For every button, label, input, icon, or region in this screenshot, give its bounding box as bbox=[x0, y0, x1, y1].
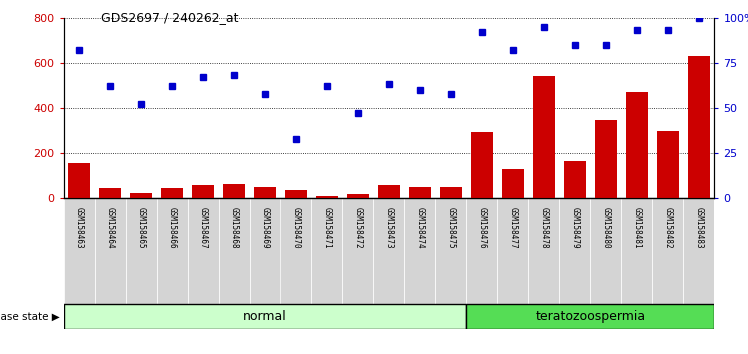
Text: GSM158467: GSM158467 bbox=[198, 207, 207, 249]
Bar bbox=[435, 198, 467, 304]
Bar bbox=[68, 163, 90, 198]
Text: GSM158476: GSM158476 bbox=[477, 207, 486, 249]
Bar bbox=[471, 132, 493, 198]
Bar bbox=[467, 198, 497, 304]
Bar bbox=[497, 198, 528, 304]
Text: normal: normal bbox=[243, 310, 287, 323]
Text: GSM158471: GSM158471 bbox=[322, 207, 331, 249]
Bar bbox=[652, 198, 684, 304]
Text: GSM158480: GSM158480 bbox=[601, 207, 610, 249]
Bar bbox=[64, 198, 94, 304]
Bar bbox=[528, 198, 560, 304]
Bar bbox=[285, 190, 307, 198]
Text: GSM158475: GSM158475 bbox=[447, 207, 456, 249]
Bar bbox=[502, 169, 524, 198]
Bar bbox=[254, 187, 276, 198]
Bar bbox=[192, 185, 214, 198]
Bar bbox=[99, 188, 121, 198]
Text: GSM158479: GSM158479 bbox=[571, 207, 580, 249]
Bar bbox=[595, 120, 616, 198]
Bar bbox=[250, 198, 280, 304]
Text: GSM158468: GSM158468 bbox=[230, 207, 239, 249]
Text: GSM158472: GSM158472 bbox=[354, 207, 363, 249]
Bar bbox=[311, 198, 343, 304]
Bar bbox=[64, 304, 467, 329]
Bar bbox=[347, 194, 369, 198]
Bar bbox=[688, 56, 710, 198]
Text: GSM158463: GSM158463 bbox=[75, 207, 84, 249]
Bar bbox=[126, 198, 156, 304]
Bar bbox=[94, 198, 126, 304]
Text: disease state ▶: disease state ▶ bbox=[0, 312, 60, 322]
Text: GSM158466: GSM158466 bbox=[168, 207, 177, 249]
Bar bbox=[622, 198, 652, 304]
Text: GDS2697 / 240262_at: GDS2697 / 240262_at bbox=[101, 11, 239, 24]
Text: GSM158469: GSM158469 bbox=[260, 207, 269, 249]
Bar bbox=[161, 188, 183, 198]
Bar bbox=[130, 193, 152, 198]
Bar bbox=[218, 198, 250, 304]
Bar bbox=[373, 198, 405, 304]
Bar bbox=[405, 198, 435, 304]
Bar bbox=[533, 76, 555, 198]
Bar bbox=[343, 198, 373, 304]
Text: GSM158477: GSM158477 bbox=[509, 207, 518, 249]
Bar bbox=[156, 198, 188, 304]
Text: GSM158465: GSM158465 bbox=[137, 207, 146, 249]
Bar bbox=[409, 187, 431, 198]
Text: GSM158478: GSM158478 bbox=[539, 207, 548, 249]
Bar bbox=[564, 161, 586, 198]
Text: GSM158474: GSM158474 bbox=[415, 207, 424, 249]
Bar bbox=[590, 198, 622, 304]
Text: GSM158464: GSM158464 bbox=[105, 207, 114, 249]
Text: GSM158482: GSM158482 bbox=[663, 207, 672, 249]
Text: teratozoospermia: teratozoospermia bbox=[536, 310, 646, 323]
Bar bbox=[440, 187, 462, 198]
Bar bbox=[316, 196, 338, 198]
Bar bbox=[280, 198, 311, 304]
Text: GSM158483: GSM158483 bbox=[694, 207, 703, 249]
Text: GSM158473: GSM158473 bbox=[384, 207, 393, 249]
Bar bbox=[657, 131, 678, 198]
Bar bbox=[560, 198, 590, 304]
Text: GSM158470: GSM158470 bbox=[292, 207, 301, 249]
Bar bbox=[467, 304, 714, 329]
Bar bbox=[684, 198, 714, 304]
Bar bbox=[223, 184, 245, 198]
Bar bbox=[378, 185, 399, 198]
Text: GSM158481: GSM158481 bbox=[632, 207, 641, 249]
Bar bbox=[626, 92, 648, 198]
Bar bbox=[188, 198, 218, 304]
